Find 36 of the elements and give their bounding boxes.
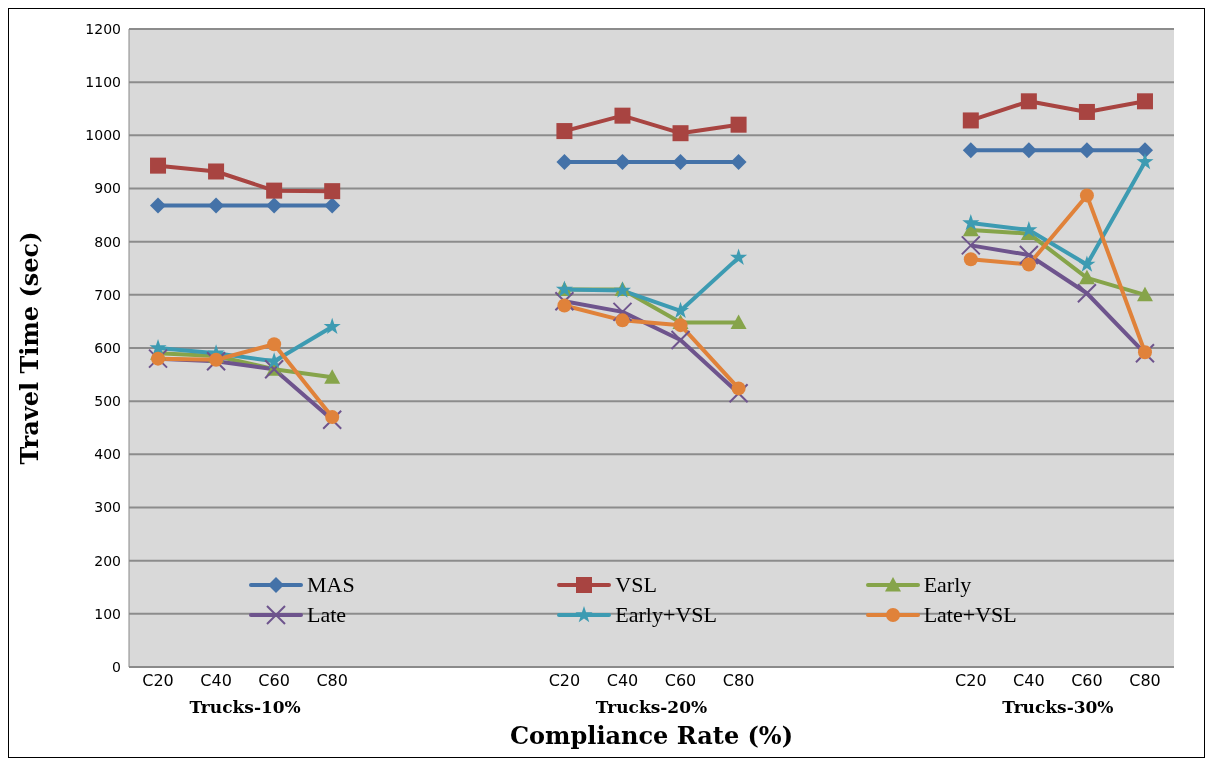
y-tick-label: 1100 — [85, 74, 121, 91]
y-tick-label: 100 — [94, 605, 121, 622]
x-axis-title: Compliance Rate (%) — [509, 721, 794, 750]
x-tick-label: C60 — [258, 671, 290, 691]
y-tick-label: 800 — [94, 233, 121, 250]
x-tick-label: C80 — [1129, 671, 1161, 691]
legend-label: Early+VSL — [615, 602, 717, 628]
y-tick-label: 600 — [94, 339, 121, 356]
y-tick-label: 200 — [94, 552, 121, 569]
x-tick-label: C80 — [722, 671, 755, 691]
y-tick-label: 300 — [94, 499, 121, 516]
x-tick-label: C80 — [316, 671, 348, 691]
x-tick-label: C20 — [548, 671, 581, 691]
y-tick-label: 0 — [112, 658, 121, 675]
y-tick-label: 900 — [94, 180, 121, 197]
legend-label: MAS — [307, 572, 355, 598]
x-tick-label: C60 — [664, 671, 697, 691]
x-tick-label: C60 — [1071, 671, 1103, 691]
y-tick-label: 700 — [94, 286, 121, 303]
legend-label: Late+VSL — [923, 602, 1017, 628]
x-tick-label: C20 — [142, 671, 174, 691]
legend-label: Late — [307, 602, 347, 628]
x-tick-label: C40 — [200, 671, 232, 691]
y-tick-label: 1000 — [85, 127, 121, 144]
text: Trucks-10% — [188, 697, 302, 717]
legend-label: Early — [923, 572, 972, 598]
x-tick-label: C20 — [955, 671, 987, 691]
x-tick-label: C40 — [1013, 671, 1045, 691]
text: Trucks-30% — [1001, 697, 1115, 717]
y-axis-title: Travel Time (sec) — [14, 231, 44, 465]
legend-label: VSL — [615, 572, 657, 598]
y-tick-label: 500 — [94, 393, 121, 410]
y-tick-label: 1200 — [85, 20, 121, 37]
text: Trucks-20% — [594, 697, 709, 717]
x-tick-label: C40 — [606, 671, 639, 691]
y-tick-label: 400 — [94, 446, 121, 463]
